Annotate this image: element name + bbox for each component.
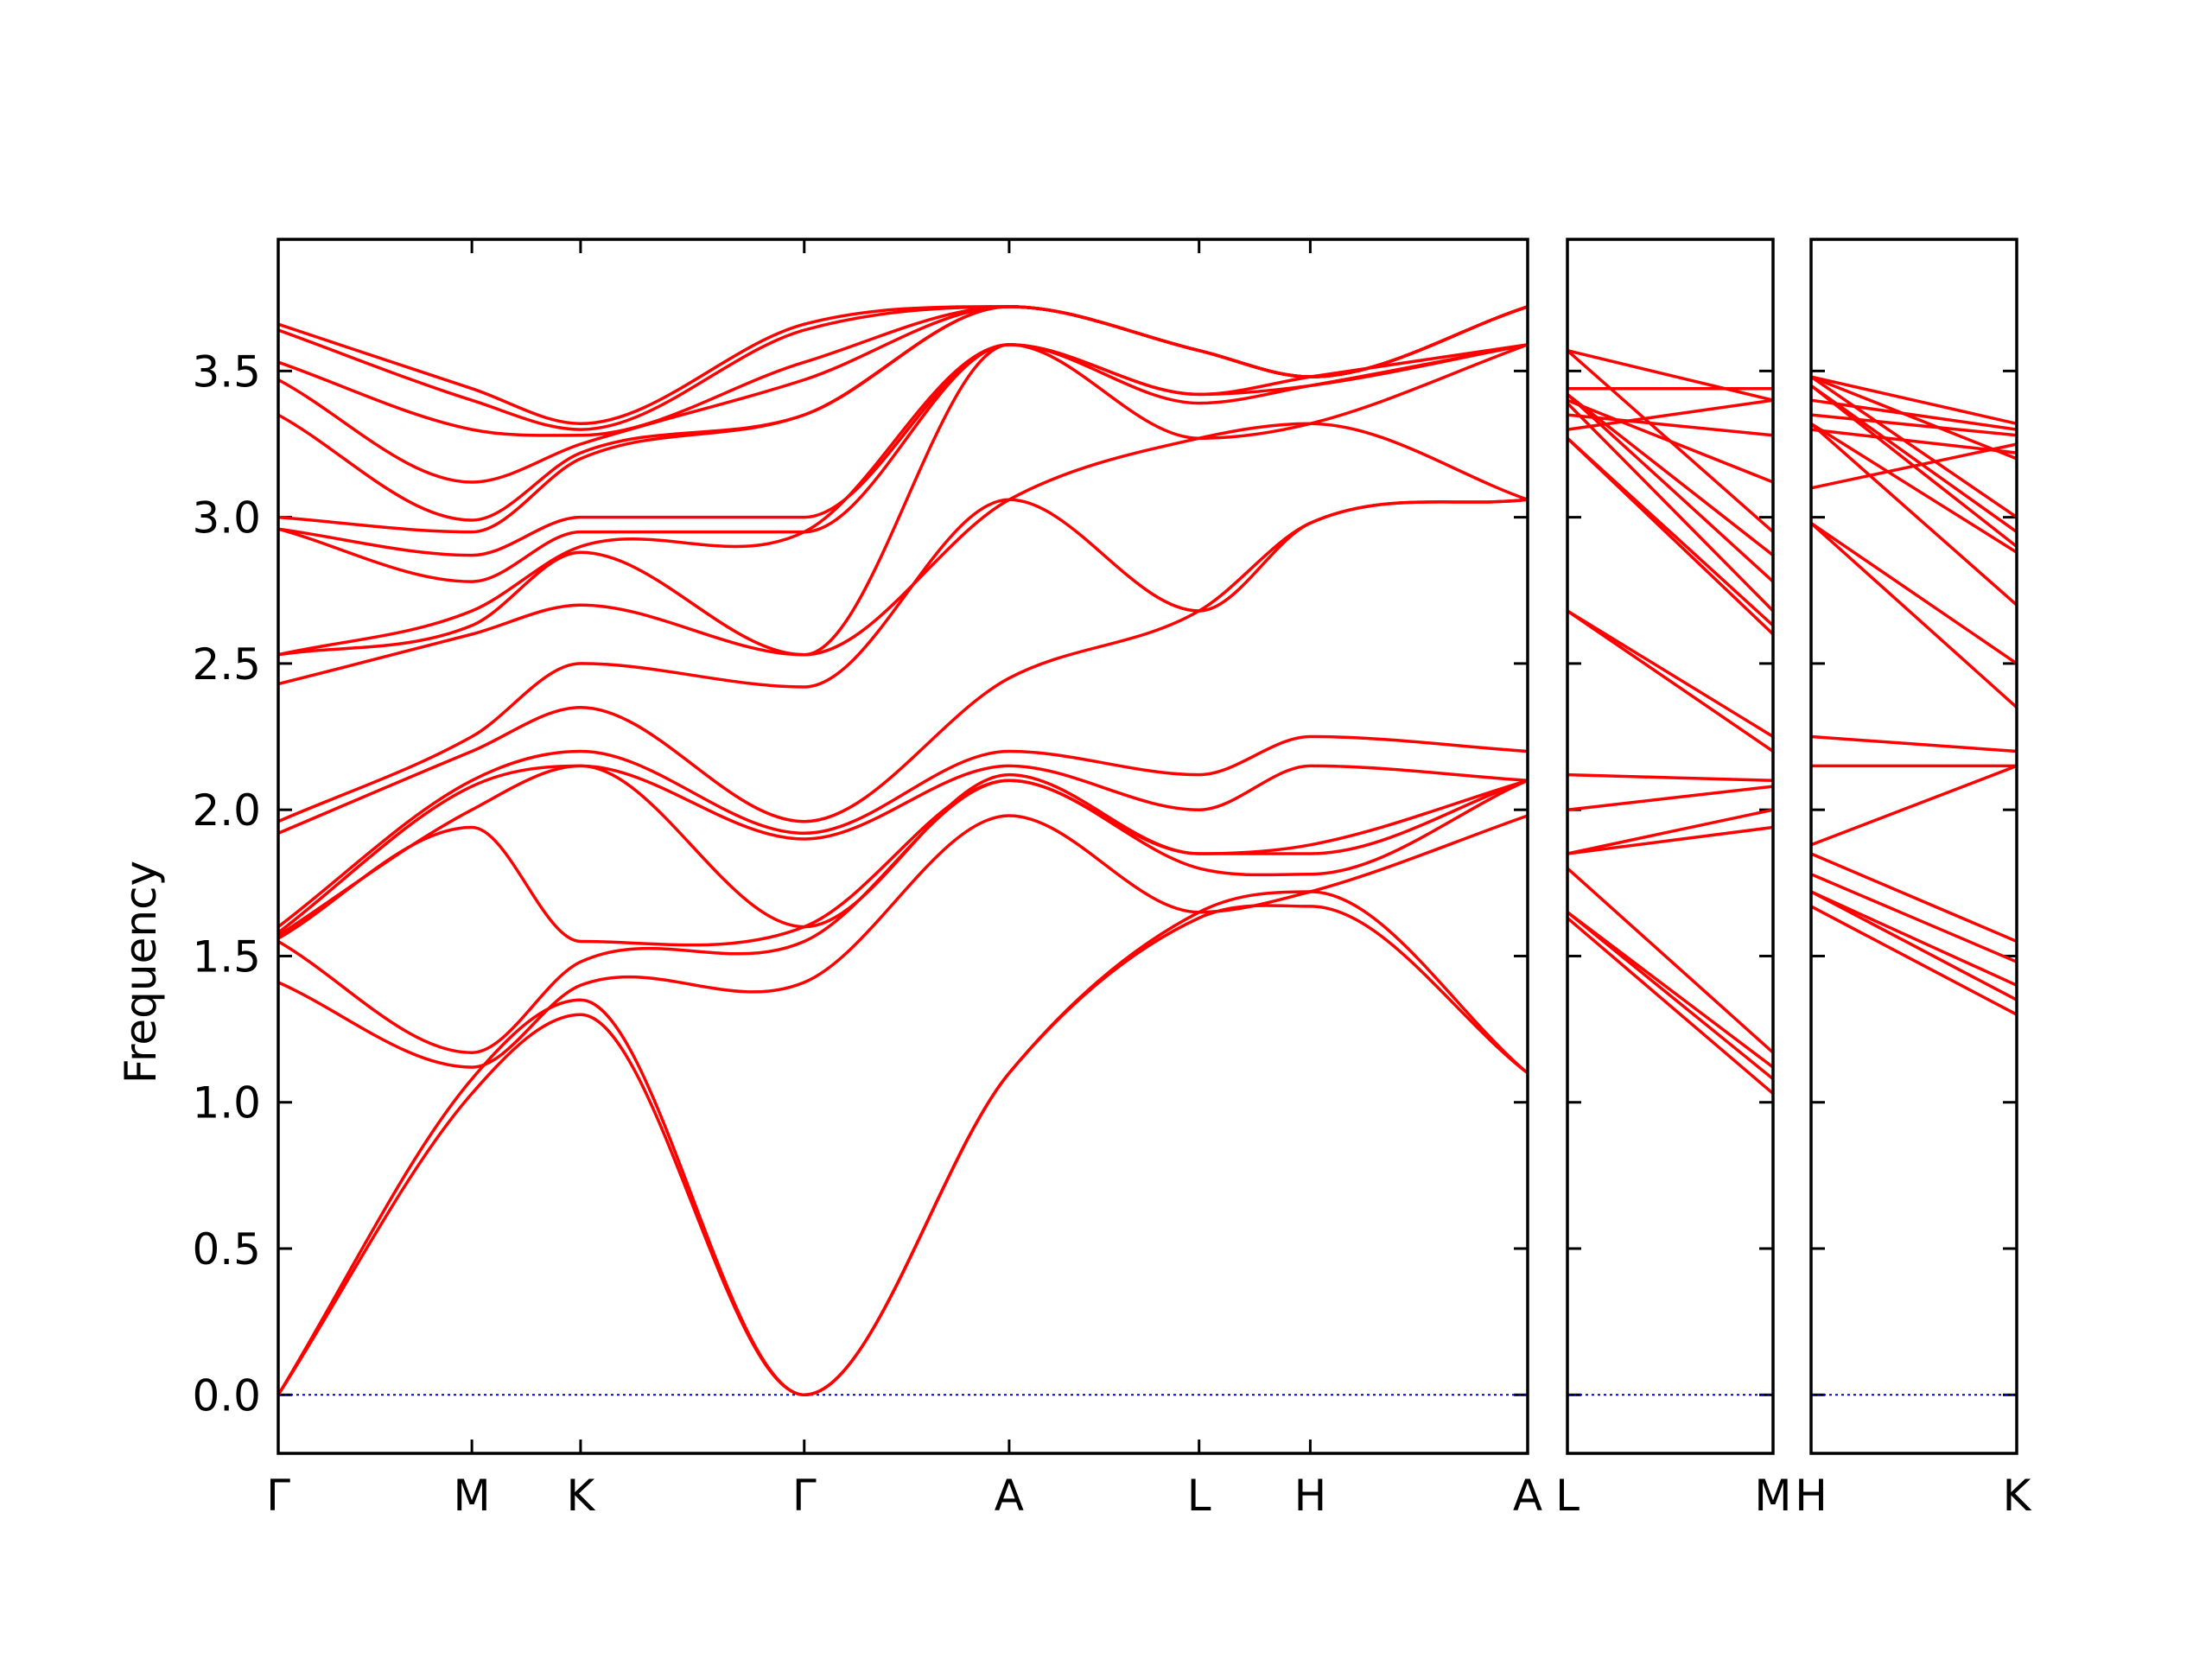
- panel-frame: [1566, 238, 1775, 1455]
- x-tick-label: M: [454, 1471, 491, 1521]
- x-tick-label: K: [567, 1471, 596, 1521]
- y-tick-label: 0.0: [192, 1370, 261, 1421]
- panel-frame: [276, 238, 1529, 1455]
- band-line: [1810, 852, 2018, 944]
- panel-main: 0.0 0.5 1.0 1.5 2.0 2.5 3.0 3.5 Γ M K Γ A L H A: [192, 238, 1542, 1521]
- band-line: [276, 764, 1529, 934]
- band-line: [277, 779, 1529, 947]
- band-line: [277, 814, 1529, 1069]
- band-line: [277, 305, 1529, 484]
- band-line: [1567, 413, 1774, 437]
- band-line: [277, 305, 1529, 426]
- band-line: [276, 890, 1529, 1397]
- band-line: [277, 343, 1529, 557]
- band-line: [277, 305, 1529, 534]
- band-line: [1566, 867, 1775, 1054]
- band-line: [1810, 905, 2018, 1016]
- band-line: [1566, 393, 1775, 556]
- band-line: [1810, 764, 2018, 847]
- y-tick-label: 1.5: [192, 931, 261, 982]
- band-line: [1567, 772, 1774, 783]
- band-line: [1567, 398, 1774, 484]
- band-line: [1810, 375, 2018, 426]
- band-line: [1567, 825, 1774, 855]
- band-line: [1567, 609, 1774, 753]
- x-tick-label: A: [1513, 1471, 1542, 1521]
- band-line: [1566, 917, 1775, 1095]
- band-line: [277, 305, 1529, 522]
- x-tick-label: L: [1187, 1471, 1211, 1521]
- band-line: [1567, 808, 1774, 855]
- band-line: [1810, 422, 2018, 554]
- x-tick-label: L: [1555, 1471, 1580, 1521]
- band-line: [276, 904, 1529, 1397]
- band-line: [1810, 890, 2018, 987]
- band-line: [1809, 384, 2018, 534]
- band-line: [1566, 911, 1775, 1069]
- y-tick-label: 3.5: [192, 346, 261, 397]
- band-line: [1809, 422, 2018, 607]
- band-line: [1810, 734, 2018, 753]
- band-line: [1810, 413, 2018, 437]
- band-line: [1566, 393, 1775, 583]
- band-line: [1810, 890, 2018, 1001]
- band-line: [277, 498, 1529, 823]
- band-line: [1810, 442, 2018, 490]
- band-line: [277, 764, 1529, 938]
- y-tick-label: 2.5: [192, 639, 261, 690]
- x-tick-label: Γ: [792, 1471, 817, 1521]
- panel-frame: [1809, 238, 2018, 1455]
- band-line: [1567, 398, 1774, 431]
- x-tick-label: H: [1294, 1471, 1327, 1521]
- band-line: [277, 343, 1529, 583]
- x-tick-label: M: [1754, 1471, 1791, 1521]
- x-tick-label: A: [995, 1471, 1024, 1521]
- x-tick-label: H: [1795, 1471, 1827, 1521]
- band-line: [276, 734, 1529, 928]
- band-line: [277, 305, 1529, 431]
- band-line: [1810, 398, 2018, 431]
- band-line: [277, 343, 1529, 657]
- band-line: [1566, 402, 1775, 613]
- band-line: [277, 779, 1529, 1054]
- panels-group: 0.00.51.01.52.02.53.03.5Γ M K Γ A L H A L M H K: [192, 238, 2032, 1521]
- band-line: [1810, 521, 2018, 665]
- y-tick-label: 1.0: [192, 1078, 261, 1128]
- y-tick-label: 0.5: [192, 1224, 261, 1274]
- band-line: [1567, 785, 1774, 811]
- x-tick-label: Γ: [266, 1471, 290, 1521]
- band-line: [1567, 609, 1774, 738]
- y-tick-label: 2.0: [192, 785, 261, 836]
- band-line: [1810, 873, 2018, 963]
- band-line: [277, 343, 1529, 657]
- x-tick-label: K: [2003, 1471, 2032, 1521]
- y-tick-label: 3.0: [192, 493, 261, 543]
- band-line: [1809, 522, 2018, 709]
- band-line: [1810, 375, 2018, 519]
- band-line: [1566, 436, 1775, 627]
- band-line: [1567, 348, 1774, 402]
- y-axis-label: Frequency: [116, 861, 166, 1084]
